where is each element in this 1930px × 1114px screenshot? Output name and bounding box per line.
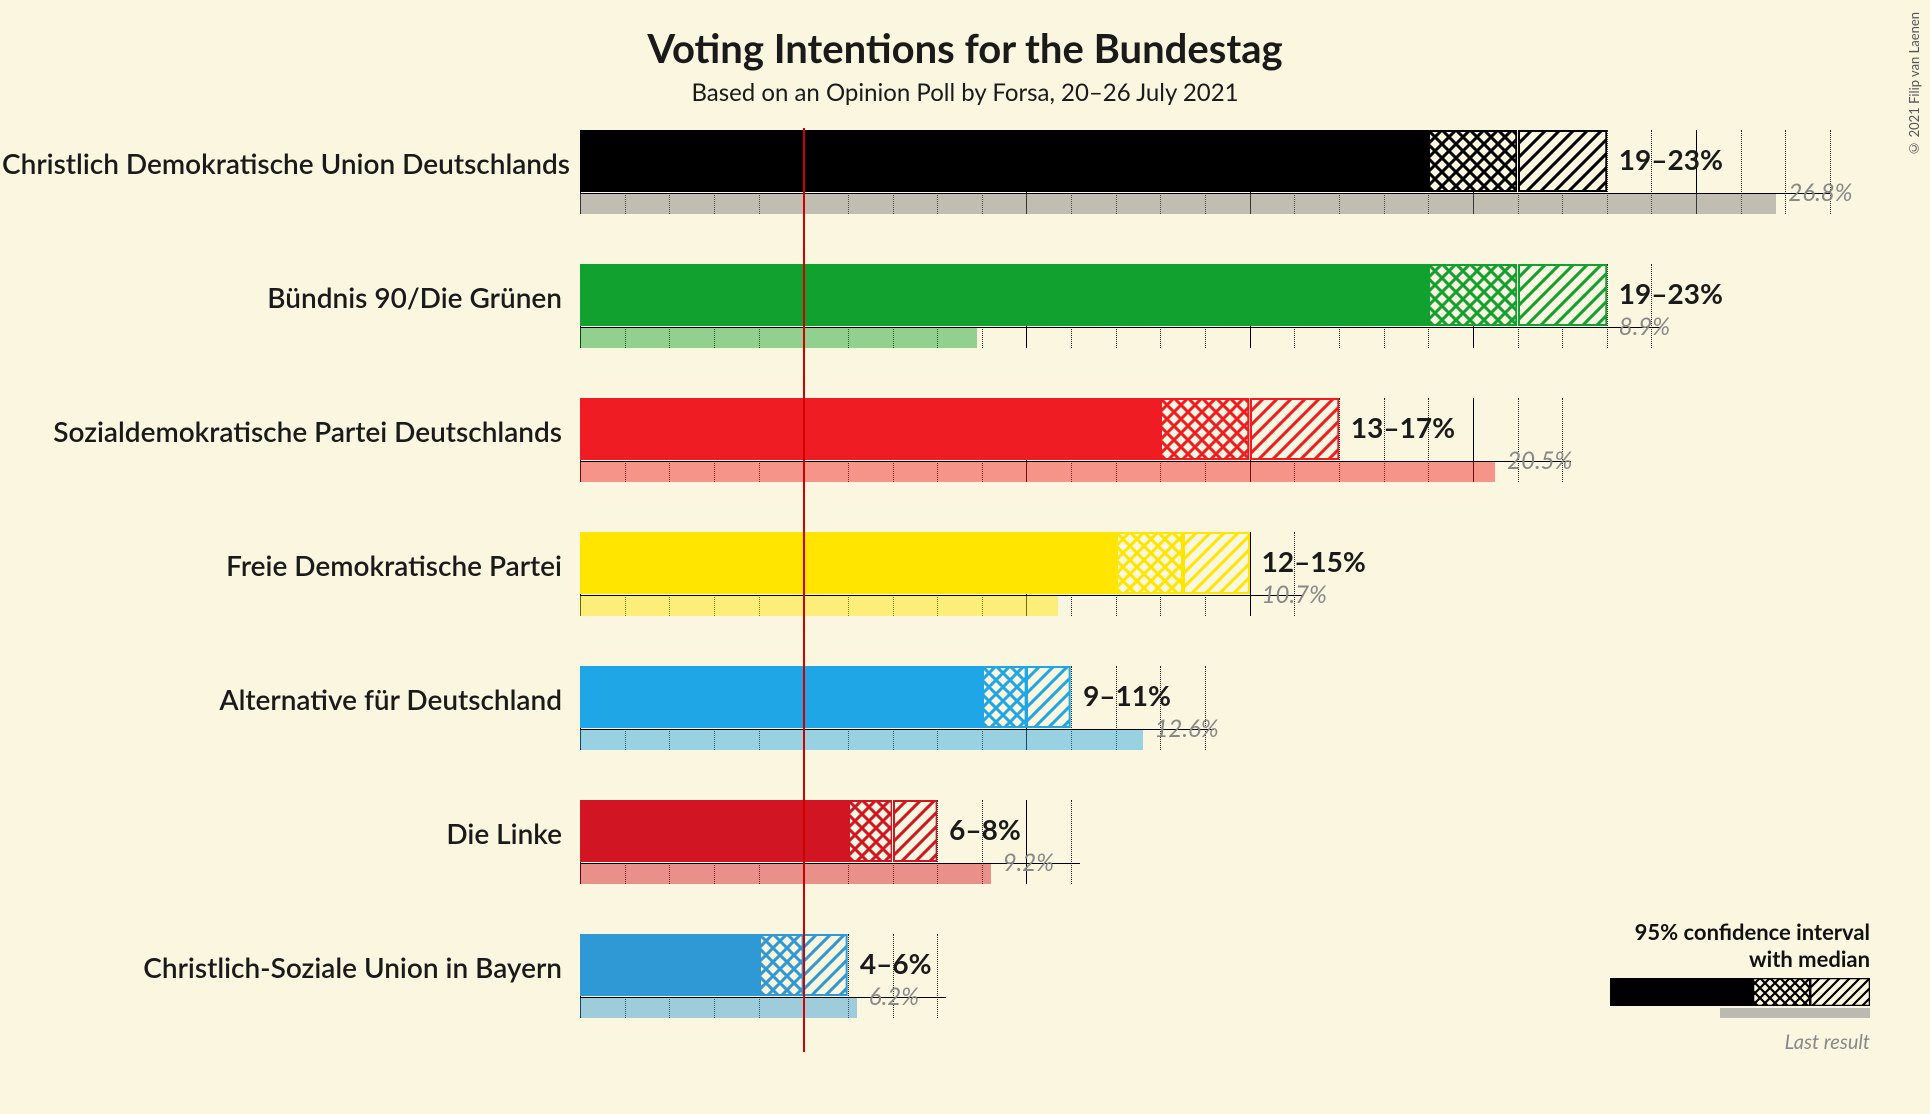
- minor-tick: [937, 934, 938, 1018]
- threshold-line: [803, 128, 805, 1052]
- range-label: 19–23%: [1619, 276, 1723, 310]
- last-result-bar: [580, 194, 1776, 214]
- legend-last-result-text: Last result: [1570, 1030, 1870, 1054]
- ci-bar-crosshatch: [1428, 130, 1517, 192]
- last-result-label: 12.6%: [1155, 714, 1219, 743]
- last-result-bar: [580, 730, 1143, 750]
- ci-bar-crosshatch: [848, 800, 893, 862]
- ci-bar-solid: [580, 264, 1428, 326]
- ci-bar-crosshatch: [982, 666, 1027, 728]
- range-label: 13–17%: [1351, 410, 1455, 444]
- party-label: Die Linke: [2, 816, 562, 850]
- party-row: Christlich Demokratische Union Deutschla…: [580, 128, 1830, 248]
- ci-bar-solid: [580, 934, 759, 996]
- chart-title: Voting Intentions for the Bundestag: [0, 24, 1930, 72]
- last-result-label: 10.7%: [1262, 580, 1327, 609]
- ci-bar-solid: [580, 666, 982, 728]
- party-label: Christlich Demokratische Union Deutschla…: [2, 146, 562, 180]
- last-result-bar: [580, 998, 857, 1018]
- range-label: 9–11%: [1083, 678, 1171, 712]
- ci-bar-crosshatch: [1160, 398, 1249, 460]
- last-result-bar: [580, 864, 991, 884]
- ci-bar-solid: [580, 532, 1116, 594]
- copyright-notice: © 2021 Filip van Laenen: [1906, 12, 1922, 157]
- last-result-label: 9.2%: [1003, 848, 1054, 877]
- range-label: 6–8%: [949, 812, 1021, 846]
- party-row: Freie Demokratische Partei12–15%10.7%: [580, 530, 1830, 650]
- ci-bar-crosshatch: [759, 934, 804, 996]
- chart-subtitle: Based on an Opinion Poll by Forsa, 20–26…: [0, 78, 1930, 107]
- legend-ci-text: 95% confidence intervalwith median: [1570, 918, 1870, 972]
- ci-bar-solid: [580, 130, 1428, 192]
- party-row: Sozialdemokratische Partei Deutschlands1…: [580, 396, 1830, 516]
- last-result-bar: [580, 596, 1058, 616]
- legend: 95% confidence intervalwith median Last …: [1570, 918, 1870, 1054]
- minor-tick: [1785, 130, 1786, 214]
- ci-bar-diagonal: [893, 800, 938, 862]
- last-result-bar: [580, 328, 977, 348]
- ci-bar-diagonal: [1026, 666, 1071, 728]
- party-label: Christlich-Soziale Union in Bayern: [2, 950, 562, 984]
- party-row: Alternative für Deutschland9–11%12.6%: [580, 664, 1830, 784]
- last-result-label: 6.2%: [869, 982, 919, 1011]
- ci-bar-diagonal: [1183, 532, 1250, 594]
- legend-sample-bar: [1570, 978, 1870, 1016]
- ci-bar-crosshatch: [1428, 264, 1517, 326]
- ci-bar-diagonal: [1518, 130, 1607, 192]
- party-row: Bündnis 90/Die Grünen19–23%8.9%: [580, 262, 1830, 382]
- ci-bar-diagonal: [1518, 264, 1607, 326]
- minor-tick: [1071, 800, 1072, 884]
- range-label: 4–6%: [860, 946, 932, 980]
- last-result-label: 20.5%: [1507, 446, 1572, 475]
- party-label: Alternative für Deutschland: [2, 682, 562, 716]
- ci-bar-solid: [580, 398, 1160, 460]
- range-label: 19–23%: [1619, 142, 1723, 176]
- last-result-bar: [580, 462, 1495, 482]
- ci-bar-solid: [580, 800, 848, 862]
- party-row: Die Linke6–8%9.2%: [580, 798, 1830, 918]
- party-label: Bündnis 90/Die Grünen: [2, 280, 562, 314]
- ci-bar-crosshatch: [1116, 532, 1183, 594]
- major-tick: [1250, 532, 1251, 616]
- party-label: Sozialdemokratische Partei Deutschlands: [2, 414, 562, 448]
- party-label: Freie Demokratische Partei: [2, 548, 562, 582]
- last-result-label: 8.9%: [1619, 312, 1670, 341]
- minor-tick: [1607, 264, 1608, 348]
- last-result-label: 26.8%: [1788, 178, 1852, 207]
- ci-bar-diagonal: [1250, 398, 1339, 460]
- ci-bar-diagonal: [803, 934, 848, 996]
- range-label: 12–15%: [1262, 544, 1366, 578]
